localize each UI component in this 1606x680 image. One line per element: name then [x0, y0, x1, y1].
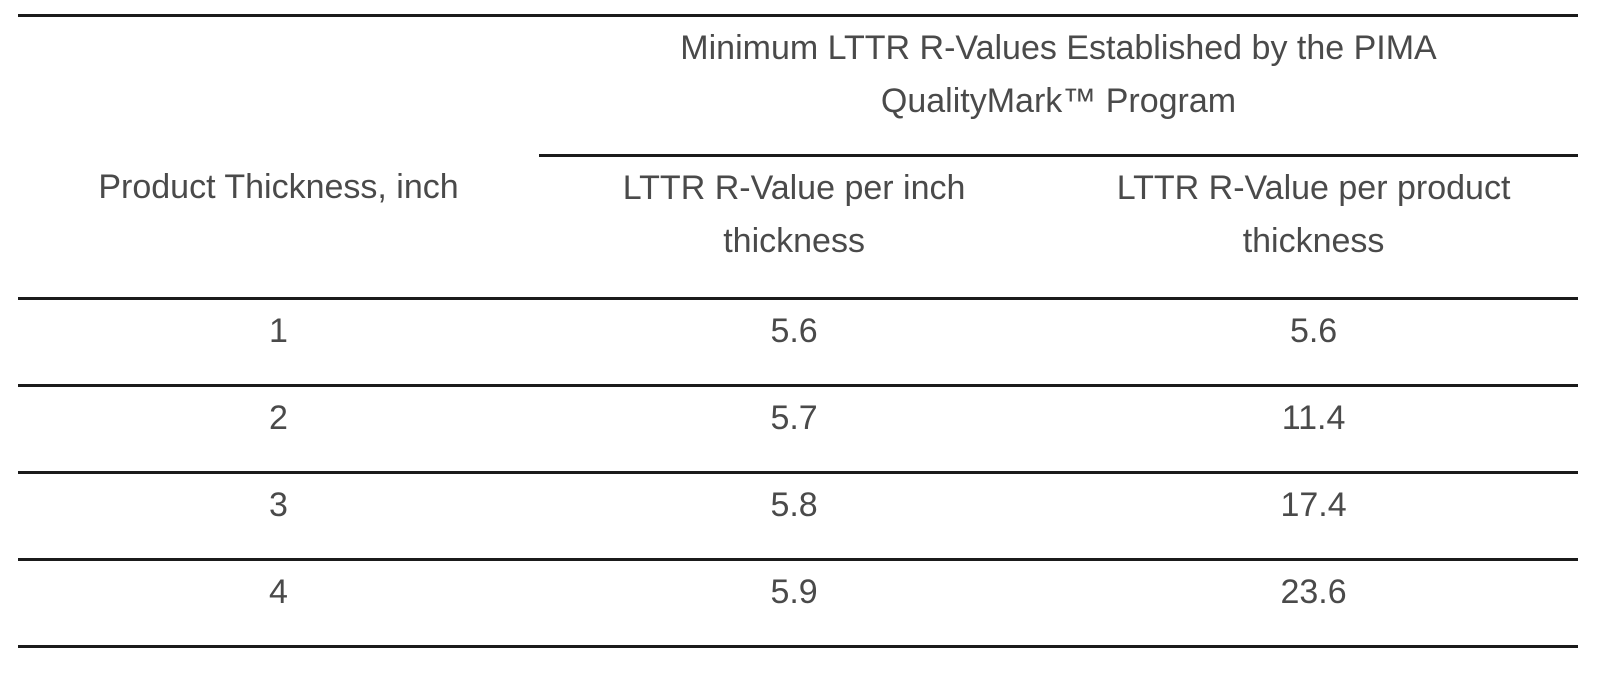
table-title: Minimum LTTR R-Values Established by the…	[539, 14, 1578, 157]
lttr-rvalue-table: Minimum LTTR R-Values Established by the…	[18, 14, 1578, 648]
spanning-header-row: Minimum LTTR R-Values Established by the…	[18, 14, 1578, 157]
table-row: 1 5.6 5.6	[18, 298, 1578, 387]
column-header-rvalue-per-product-line-1: LTTR R-Value per product	[1116, 169, 1511, 207]
table-cell: 11.4	[1049, 385, 1578, 474]
column-header-rvalue-per-product: LTTR R-Value per product thickness	[1049, 155, 1578, 300]
page: { "table": { "spanning_header": { "full"…	[0, 14, 1606, 680]
table-cell: 2	[18, 385, 540, 474]
table-cell: 5.6	[539, 298, 1050, 387]
table-cell: 23.6	[1049, 559, 1578, 648]
table-row: 4 5.9 23.6	[18, 559, 1578, 648]
table-body: 1 5.6 5.6 2 5.7 11.4 3 5.8 17.4 4 5.9 23.6	[18, 298, 1578, 648]
table-cell: 5.8	[539, 472, 1050, 561]
table-row: 2 5.7 11.4	[18, 385, 1578, 474]
column-header-product-thickness-label: Product Thickness, inch	[98, 167, 459, 206]
column-header-product-thickness: Product Thickness, inch	[18, 155, 540, 300]
table-title-line-2: QualityMark™ Program	[880, 82, 1237, 120]
table-cell: 5.7	[539, 385, 1050, 474]
table-title-line-1: Minimum LTTR R-Values Established by the…	[680, 29, 1437, 67]
table-cell: 17.4	[1049, 472, 1578, 561]
table-cell: 4	[18, 559, 540, 648]
column-header-rvalue-per-inch: LTTR R-Value per inch thickness	[539, 155, 1050, 300]
column-header-row: Product Thickness, inch LTTR R-Value per…	[18, 155, 1578, 300]
column-header-rvalue-per-inch-line-1: LTTR R-Value per inch	[622, 169, 966, 207]
table-row: 3 5.8 17.4	[18, 472, 1578, 561]
table-cell: 1	[18, 298, 540, 387]
column-header-rvalue-per-inch-line-2: thickness	[723, 222, 865, 260]
table-cell: 5.6	[1049, 298, 1578, 387]
table-cell: 5.9	[539, 559, 1050, 648]
corner-cell	[18, 14, 540, 156]
table-cell: 3	[18, 472, 540, 561]
column-header-rvalue-per-product-line-2: thickness	[1242, 222, 1385, 260]
